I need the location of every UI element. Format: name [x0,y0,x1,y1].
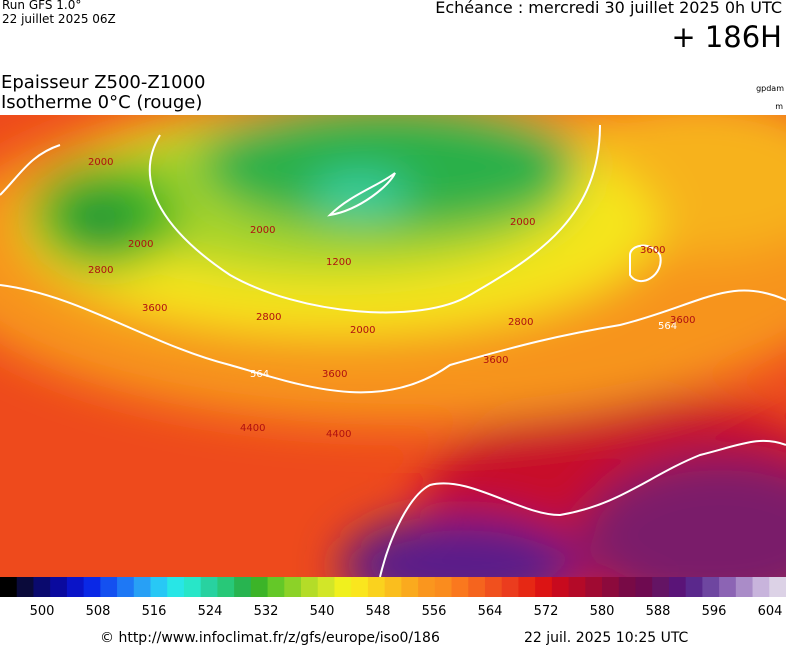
contour-label: 2000 [88,157,113,168]
contour-label: 3600 [322,369,347,380]
contour-label: 2000 [510,217,535,228]
colorbar-label: 524 [198,604,223,619]
colorbar-swatch [401,577,419,597]
colorbar-swatch [635,577,653,597]
contour-label: 3600 [483,355,508,366]
map-field [0,115,786,577]
colorbar-swatch [384,577,402,597]
colorbar-label: 556 [422,604,447,619]
colorbar-swatch [100,577,118,597]
colorbar-label: 564 [478,604,503,619]
contour-label: 1200 [326,257,351,268]
unit-label: m [775,102,783,111]
colorbar-swatch [317,577,335,597]
colorbar-swatch [0,577,18,597]
isotherm-contour [0,124,786,577]
colorbar-swatch [351,577,369,597]
contour-label: 2000 [128,239,153,250]
timestamp: 22 juil. 2025 10:25 UTC [524,630,689,646]
lead-time: + 186H [671,20,782,54]
colorbar-swatch [301,577,319,597]
colorbar-swatch [250,577,269,597]
contour-label: 3600 [640,245,665,256]
colorbar-swatch [217,577,235,597]
colorbar-swatch [150,577,168,597]
colorbar-swatch [752,577,770,597]
colorbar-swatch [66,577,85,597]
colorbar: 500 508 516 524 532 540 548 556 564 572 580 588 596 6… [0,577,786,619]
colorbar-label: 516 [142,604,167,619]
contour-label: 2800 [256,312,281,323]
colorbar-swatch [451,577,469,597]
colorbar-swatch [484,577,503,597]
colorbar-swatch [468,577,486,597]
colorbar-swatch [618,577,636,597]
colorbar-swatch [16,577,34,597]
weather-map: 2000200028003600200012002800200036005644… [0,115,786,577]
colorbar-swatch [585,577,603,597]
colorbar-swatch [133,577,152,597]
contour-label: 2800 [508,317,533,328]
colorbar-label: 508 [86,604,111,619]
colorbar-swatch [568,577,586,597]
colorbar-label: 604 [758,604,783,619]
colorbar-swatch [234,577,252,597]
contour-label: 2000 [350,325,375,336]
colorbar-label: 588 [646,604,671,619]
source-url: © http://www.infoclimat.fr/z/gfs/europe/… [100,630,440,646]
colorbar-label: 596 [702,604,727,619]
colorbar-swatch [33,577,51,597]
contour-label: 2800 [88,265,113,276]
valid-time: Echéance : mercredi 30 juillet 2025 0h U… [435,0,782,17]
contour-label: 564 [658,321,677,332]
colorbar-swatch [551,577,570,597]
run-date: 22 juillet 2025 06Z [2,12,116,26]
colorbar-swatch [518,577,536,597]
colorbar-label: 572 [534,604,559,619]
colorbar-swatch [200,577,218,597]
colorbar-swatch [602,577,620,597]
colorbar-swatch [183,577,202,597]
colorbar-swatch [83,577,101,597]
colorbar-swatch [769,577,786,597]
colorbar-swatch [719,577,737,597]
colorbar-swatch [334,577,352,597]
colorbar-swatch [702,577,720,597]
colorbar-swatch [735,577,754,597]
colorbar-label: 580 [590,604,615,619]
colorbar-swatch [535,577,553,597]
contour-label: 4400 [326,429,351,440]
colorbar-swatch [267,577,285,597]
colorbar-swatch [685,577,703,597]
colorbar-label: 500 [30,604,55,619]
contour-label: 4400 [240,423,265,434]
run-label: Run GFS 1.0° [2,0,82,12]
map-subtitle: Isotherme 0°C (rouge) [1,92,203,113]
colorbar-swatch [117,577,135,597]
colorbar-swatch [50,577,68,597]
colorbar-label: 540 [310,604,335,619]
contour-label: 3600 [142,303,167,314]
colorbar-swatch [652,577,670,597]
colorbar-label: 532 [254,604,279,619]
colorbar-swatch [434,577,453,597]
colorbar-swatch [668,577,687,597]
colorbar-swatch [501,577,519,597]
contour-label: 2000 [250,225,275,236]
colorbar-swatch [367,577,386,597]
colorbar-swatch [167,577,185,597]
contour-label: 3600 [670,315,695,326]
colorbar-swatch [418,577,436,597]
colorbar-swatch [284,577,302,597]
unit-label: gpdam [756,84,784,93]
map-title: Epaisseur Z500-Z1000 [1,72,206,93]
contour-label: 564 [250,369,269,380]
colorbar-label: 548 [366,604,391,619]
